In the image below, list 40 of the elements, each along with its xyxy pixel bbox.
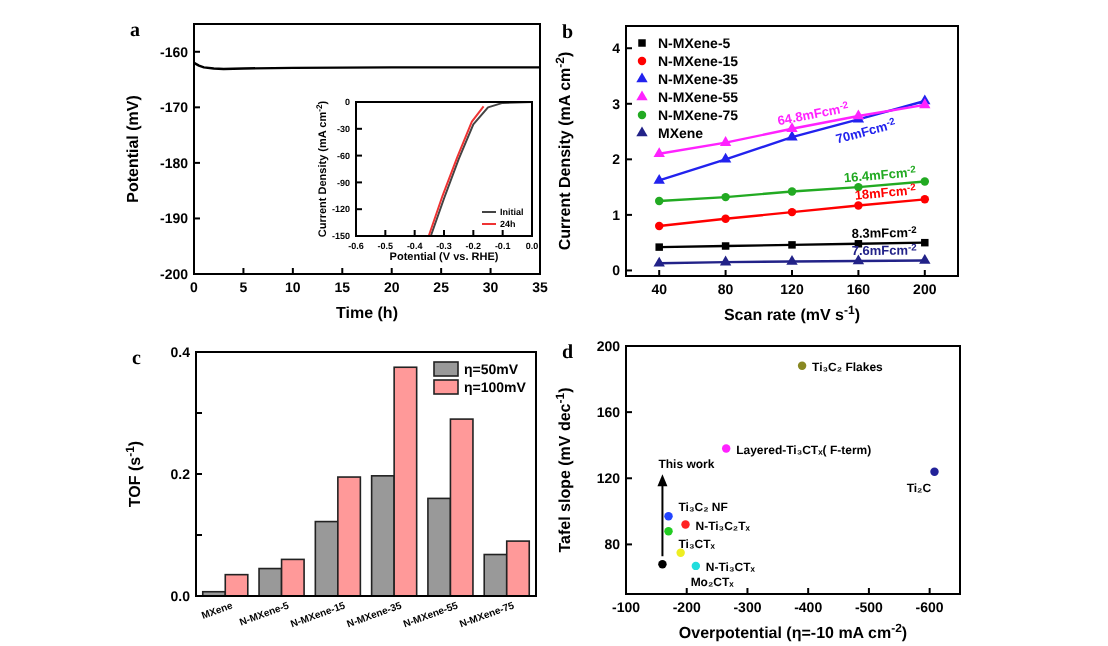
point xyxy=(719,152,732,163)
point xyxy=(930,467,939,476)
chart-title: d xyxy=(562,342,574,364)
point xyxy=(654,221,664,231)
chart-title: a xyxy=(130,20,140,42)
point xyxy=(920,177,930,186)
chart-title: b xyxy=(562,22,574,44)
point xyxy=(721,242,730,250)
point xyxy=(676,548,685,557)
point xyxy=(852,254,865,265)
point xyxy=(854,201,863,210)
point xyxy=(919,253,931,264)
point xyxy=(653,173,665,184)
x-axis-title: Time (h) xyxy=(336,304,399,322)
point xyxy=(788,241,796,249)
point xyxy=(920,195,930,204)
point xyxy=(786,254,798,265)
x-axis-title: Scan rate (mV s$^{-1}$) xyxy=(723,304,861,324)
point xyxy=(653,147,665,158)
point xyxy=(797,361,807,371)
point xyxy=(719,136,732,146)
point xyxy=(658,560,667,569)
point xyxy=(787,207,797,217)
chart-title: c xyxy=(132,348,142,370)
point xyxy=(721,444,731,453)
line-series xyxy=(427,105,485,237)
point xyxy=(664,526,673,536)
point xyxy=(721,192,730,202)
y-axis-title: Potential (mV) xyxy=(124,94,142,203)
point xyxy=(921,238,929,247)
point xyxy=(681,520,690,529)
point xyxy=(653,256,665,267)
point xyxy=(787,187,797,196)
point xyxy=(721,214,730,223)
point xyxy=(664,512,673,521)
point xyxy=(719,255,732,266)
point xyxy=(655,243,663,251)
x-axis-title: Overpotential (η=-10 mA cm$^{-2}$) xyxy=(678,622,908,642)
point xyxy=(654,196,664,206)
point xyxy=(691,561,701,571)
